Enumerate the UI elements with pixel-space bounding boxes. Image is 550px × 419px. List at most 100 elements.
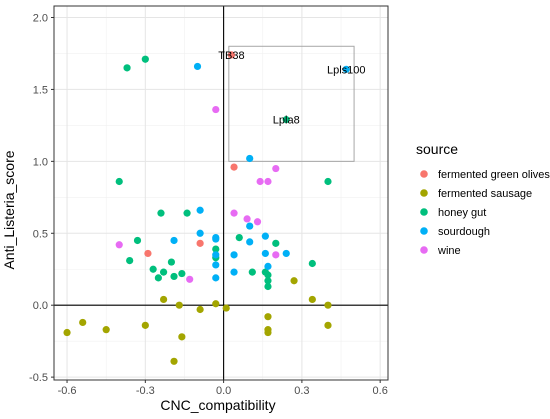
series-wine — [115, 105, 280, 283]
data-point — [170, 272, 178, 281]
data-point — [133, 236, 142, 245]
data-point — [324, 177, 332, 186]
data-point — [212, 245, 220, 253]
y-tick-label: 1.5 — [33, 84, 48, 96]
data-point — [149, 265, 157, 273]
data-point — [212, 251, 220, 259]
data-point — [193, 62, 202, 71]
data-point — [159, 295, 168, 304]
data-point — [264, 328, 272, 337]
legend-key — [420, 208, 428, 216]
data-point — [212, 274, 220, 282]
data-point — [170, 357, 178, 365]
data-point — [157, 209, 165, 217]
data-point — [212, 235, 220, 243]
legend-label: wine — [437, 245, 461, 257]
y-tick-label: 2.0 — [33, 13, 48, 25]
data-point — [308, 259, 316, 268]
data-point — [264, 282, 272, 291]
data-point — [79, 318, 87, 327]
legend-item-honey-gut: honey gut — [420, 207, 486, 219]
data-point — [183, 209, 191, 217]
data-point — [115, 241, 123, 249]
data-point — [246, 154, 254, 163]
data-point — [63, 328, 71, 337]
data-point — [123, 64, 131, 72]
data-point — [126, 257, 134, 265]
data-point — [212, 105, 220, 114]
data-point — [212, 261, 220, 269]
data-point — [243, 215, 251, 223]
legend-label: sourdough — [438, 226, 490, 238]
data-point — [272, 164, 280, 173]
data-point — [261, 249, 269, 258]
legend-label: fermented sausage — [438, 188, 532, 200]
data-point — [264, 313, 272, 321]
x-tick-label: -0.3 — [136, 385, 155, 397]
data-point — [170, 236, 178, 245]
data-point — [186, 275, 194, 283]
data-point — [248, 268, 256, 276]
x-tick-label: 0.6 — [373, 385, 388, 397]
data-point — [115, 177, 123, 186]
legend-item-fermented-green-olives: fermented green olives — [420, 169, 550, 181]
data-point — [261, 232, 269, 240]
data-point — [324, 321, 332, 329]
panel-background — [54, 6, 388, 380]
legend-item-wine: wine — [420, 245, 461, 257]
data-point — [290, 277, 298, 285]
data-point — [342, 65, 350, 73]
series-sourdough — [170, 62, 350, 282]
legend-item-fermented-sausage: fermented sausage — [420, 188, 532, 200]
point-label: Lpla8 — [273, 115, 300, 127]
data-point — [246, 222, 254, 230]
legend-label: fermented green olives — [438, 169, 550, 181]
data-point — [246, 238, 254, 246]
data-point — [175, 301, 183, 309]
data-point — [264, 262, 272, 270]
legend-key — [420, 227, 428, 235]
data-point — [272, 239, 280, 247]
data-point — [167, 258, 176, 266]
data-point — [141, 55, 149, 63]
data-point — [141, 321, 149, 329]
data-point — [230, 251, 238, 259]
data-point — [230, 268, 238, 276]
legend-item-sourdough: sourdough — [420, 226, 490, 238]
series-fermented-sausage — [63, 277, 332, 365]
data-point — [196, 229, 204, 237]
x-tick-label: 0.0 — [216, 385, 231, 397]
data-point — [230, 163, 238, 171]
series-honey-gut — [115, 55, 332, 291]
y-tick-label: -0.5 — [29, 372, 48, 384]
point-label: TB38 — [218, 50, 244, 62]
data-point — [324, 301, 332, 309]
x-axis-title: CNC_compatibility — [160, 397, 275, 413]
data-point — [196, 206, 204, 214]
data-point — [282, 249, 290, 258]
data-point — [256, 177, 264, 186]
data-point — [196, 239, 204, 247]
data-point — [253, 218, 262, 226]
data-point — [272, 251, 280, 259]
y-axis-title: Anti_Listeria_score — [1, 150, 17, 269]
legend-key — [420, 189, 428, 197]
data-point — [159, 268, 168, 276]
data-point — [196, 305, 204, 314]
data-point — [264, 177, 272, 186]
data-point — [308, 295, 316, 304]
plot-area: TB38 Lpls100 Lpla8 — [54, 6, 388, 380]
y-tick-label: 1.0 — [33, 156, 48, 168]
legend-key — [420, 170, 428, 178]
data-point — [144, 249, 152, 258]
data-point — [102, 326, 110, 334]
data-point — [212, 300, 220, 308]
data-point — [264, 277, 272, 285]
axes: -0.6 -0.3 0.0 0.3 0.6 -0.5 0.0 0.5 1.0 1.5 2.0 — [29, 5, 389, 397]
legend-title: source — [416, 141, 458, 157]
data-point — [227, 51, 236, 59]
x-tick-label: -0.6 — [58, 385, 77, 397]
y-tick-label: 0.5 — [33, 228, 48, 240]
y-tick-label: 0.0 — [33, 300, 48, 312]
